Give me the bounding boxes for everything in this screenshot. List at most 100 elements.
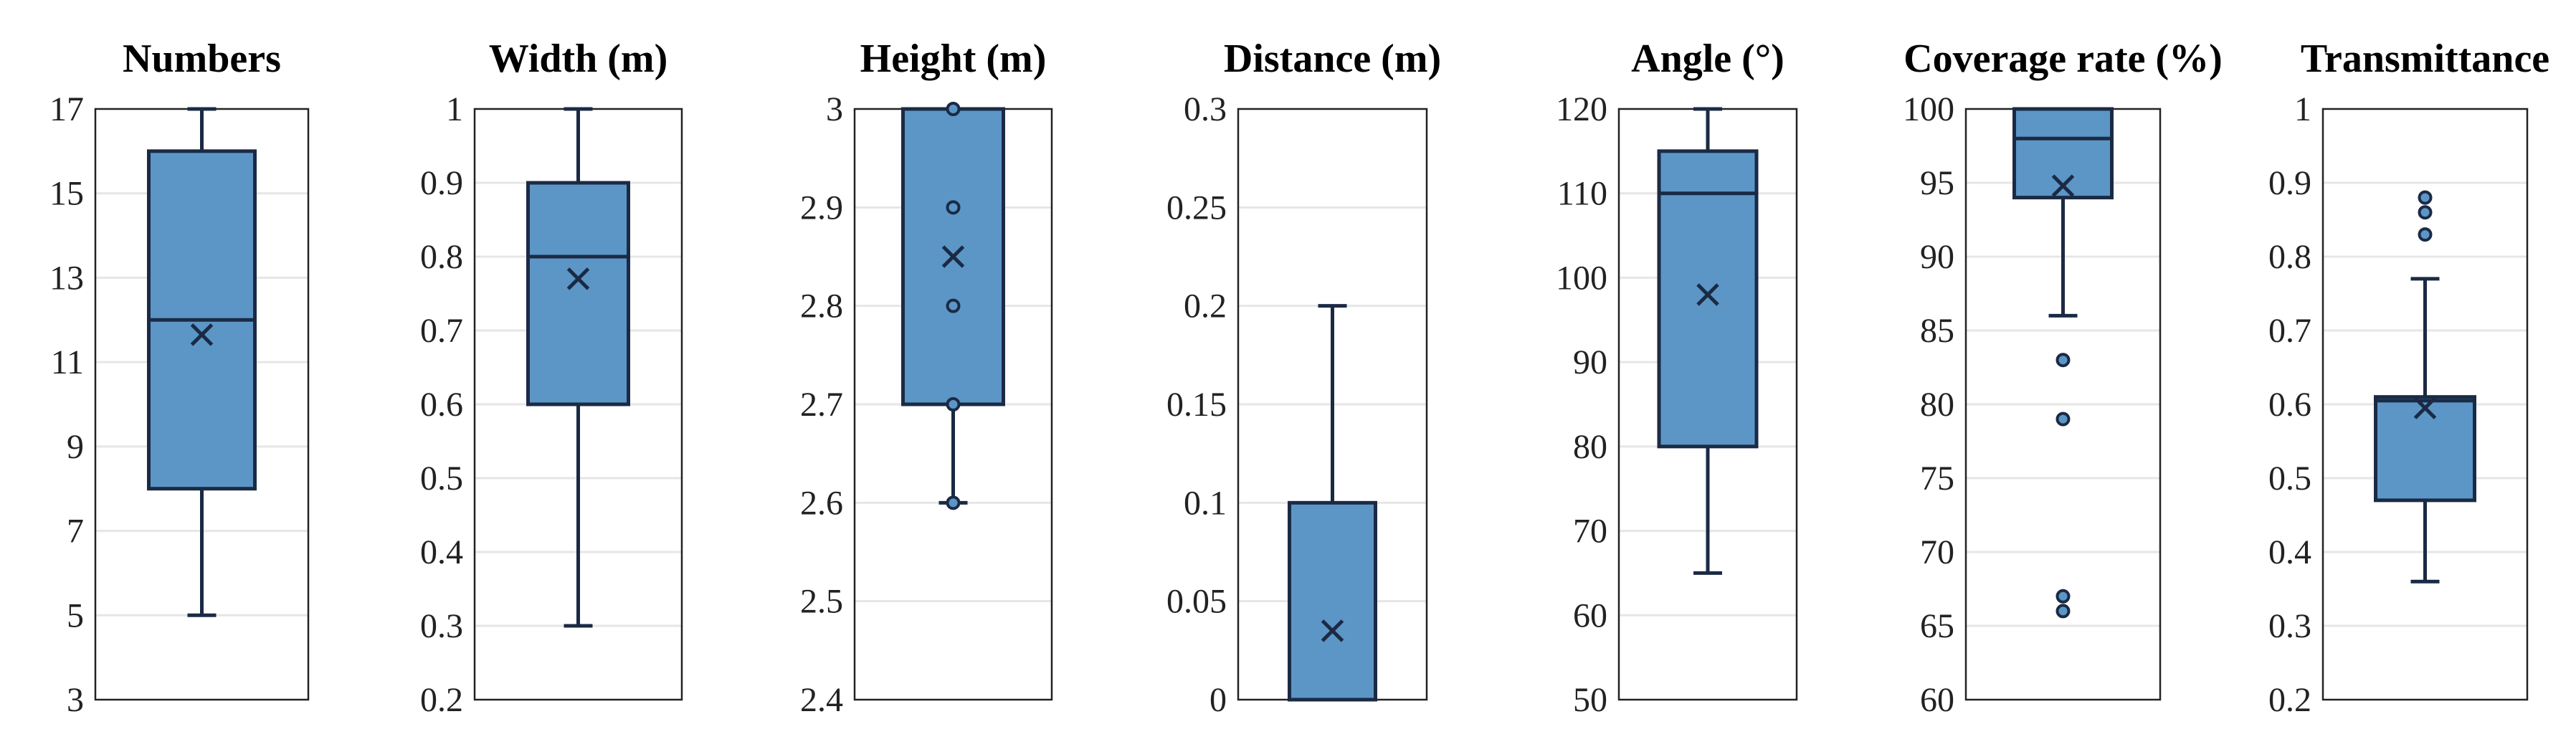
y-tick-label: 0.1: [1184, 484, 1227, 522]
y-tick-label: 0.5: [2268, 460, 2311, 498]
y-tick-label: 3: [826, 90, 843, 128]
y-tick-label: 100: [1556, 259, 1607, 297]
y-tick-label: 80: [1920, 386, 1954, 424]
outlier-point: [2418, 227, 2433, 242]
y-tick-label: 0.5: [420, 460, 463, 498]
outlier-point: [946, 397, 961, 411]
y-tick-label: 0.2: [420, 681, 463, 719]
mean-marker: [2413, 396, 2437, 419]
y-tick-label: 13: [49, 259, 84, 297]
chart-panel-6: Coverage rate (%) 60 65 70 75 80 85 90 95 100: [1903, 37, 2223, 719]
x-mark-icon: [1696, 283, 1719, 306]
chart-title: Coverage rate (%): [1904, 37, 2223, 81]
x-mark-icon: [190, 323, 214, 346]
x-mark-icon: [1321, 619, 1344, 642]
y-tick-label: 120: [1556, 90, 1607, 128]
outlier-point: [946, 102, 961, 116]
chart-panel-2: Width (m) 0.2 0.3 0.4 0.5 0.6 0.7 0.8 0.9 1: [420, 37, 683, 719]
y-tick-label: 0.15: [1166, 386, 1227, 424]
y-tick-label: 70: [1920, 533, 1954, 571]
y-tick-label: 0.2: [2268, 681, 2311, 719]
y-tick-label: 0.4: [420, 533, 463, 571]
y-tick-label: 90: [1573, 343, 1607, 381]
y-tick-label: 2.9: [800, 189, 843, 227]
y-tick-label: 0.3: [420, 607, 463, 645]
mean-marker: [190, 323, 214, 346]
y-tick-label: 0.6: [2268, 386, 2311, 424]
outlier-point: [2055, 353, 2071, 368]
mean-marker: [941, 245, 965, 268]
y-tick-label: 90: [1920, 238, 1954, 276]
y-tick-label: 2.5: [800, 583, 843, 621]
y-tick-label: 0.4: [2268, 533, 2311, 571]
y-tick-label: 1: [446, 90, 463, 128]
chart-title: Distance (m): [1224, 37, 1441, 81]
y-tick-label: 0.9: [420, 164, 463, 202]
y-tick-label: 75: [1920, 460, 1954, 498]
iqr-box: [526, 181, 630, 406]
y-tick-label: 5: [67, 596, 84, 634]
iqr-box: [2374, 395, 2476, 503]
y-tick-label: 100: [1903, 90, 1954, 128]
outlier-point: [2055, 411, 2071, 427]
outlier-point: [2055, 604, 2071, 619]
y-tick-label: 110: [1557, 175, 1607, 213]
y-tick-label: 0.6: [420, 386, 463, 424]
y-tick-label: 0.8: [420, 238, 463, 276]
y-tick-label: 2.6: [800, 484, 843, 522]
chart-title: Width (m): [489, 37, 667, 81]
y-tick-label: 85: [1920, 312, 1954, 350]
outlier-point: [2055, 589, 2071, 604]
x-mark-icon: [566, 267, 590, 290]
y-tick-label: 70: [1573, 513, 1607, 551]
iqr-box: [1288, 500, 1377, 702]
y-tick-label: 3: [67, 681, 84, 719]
mean-marker: [2051, 174, 2075, 197]
y-tick-label: 65: [1920, 607, 1954, 645]
mean-marker: [1321, 619, 1344, 642]
x-mark-icon: [2413, 396, 2437, 419]
y-tick-label: 1: [2294, 90, 2311, 128]
y-tick-label: 0.7: [420, 312, 463, 350]
y-tick-label: 0.25: [1166, 189, 1227, 227]
chart-title: Transmittance: [2301, 37, 2549, 81]
iqr-box: [2012, 107, 2114, 200]
x-mark-icon: [2051, 174, 2075, 197]
outlier-point: [946, 298, 961, 313]
outlier-point: [946, 200, 961, 215]
y-tick-label: 60: [1920, 681, 1954, 719]
y-tick-label: 2.8: [800, 287, 843, 325]
chart-title: Angle (°): [1631, 37, 1784, 81]
outlier-point: [946, 495, 961, 510]
y-tick-label: 2.4: [800, 681, 843, 719]
y-tick-label: 17: [49, 90, 84, 128]
y-tick-label: 60: [1573, 596, 1607, 634]
chart-panel-1: Numbers 3 5 7 9 11 13 15 17: [49, 37, 310, 719]
mean-marker: [1696, 283, 1719, 306]
chart-title: Numbers: [123, 37, 281, 81]
chart-panel-4: Distance (m) 0 0.05 0.1 0.15 0.2 0.25 0.3: [1166, 37, 1441, 719]
y-tick-label: 0.3: [2268, 607, 2311, 645]
y-tick-label: 0.7: [2268, 312, 2311, 350]
y-tick-label: 0.3: [1184, 90, 1227, 128]
y-tick-label: 0.9: [2268, 164, 2311, 202]
chart-panel-3: Height (m) 2.4 2.5 2.6 2.7 2.8 2.9 3: [800, 37, 1053, 719]
y-tick-label: 50: [1573, 681, 1607, 719]
y-tick-label: 9: [67, 428, 84, 466]
outlier-point: [2418, 190, 2433, 205]
y-tick-label: 0.8: [2268, 238, 2311, 276]
y-tick-label: 11: [51, 343, 84, 381]
outlier-point: [2418, 205, 2433, 220]
y-tick-label: 0.05: [1166, 583, 1227, 621]
y-tick-label: 0: [1209, 681, 1227, 719]
chart-panel-7: Transmittance 0.2 0.3 0.4 0.5 0.6 0.7 0.8 0.9 1: [2268, 37, 2549, 719]
iqr-box: [1657, 149, 1759, 449]
mean-marker: [566, 267, 590, 290]
chart-panel-5: Angle (°) 50 60 70 80 90 100 110 120: [1556, 37, 1798, 719]
plot-frame: [2321, 108, 2529, 701]
y-tick-label: 2.7: [800, 386, 843, 424]
y-tick-label: 80: [1573, 428, 1607, 466]
y-tick-label: 15: [49, 175, 84, 213]
